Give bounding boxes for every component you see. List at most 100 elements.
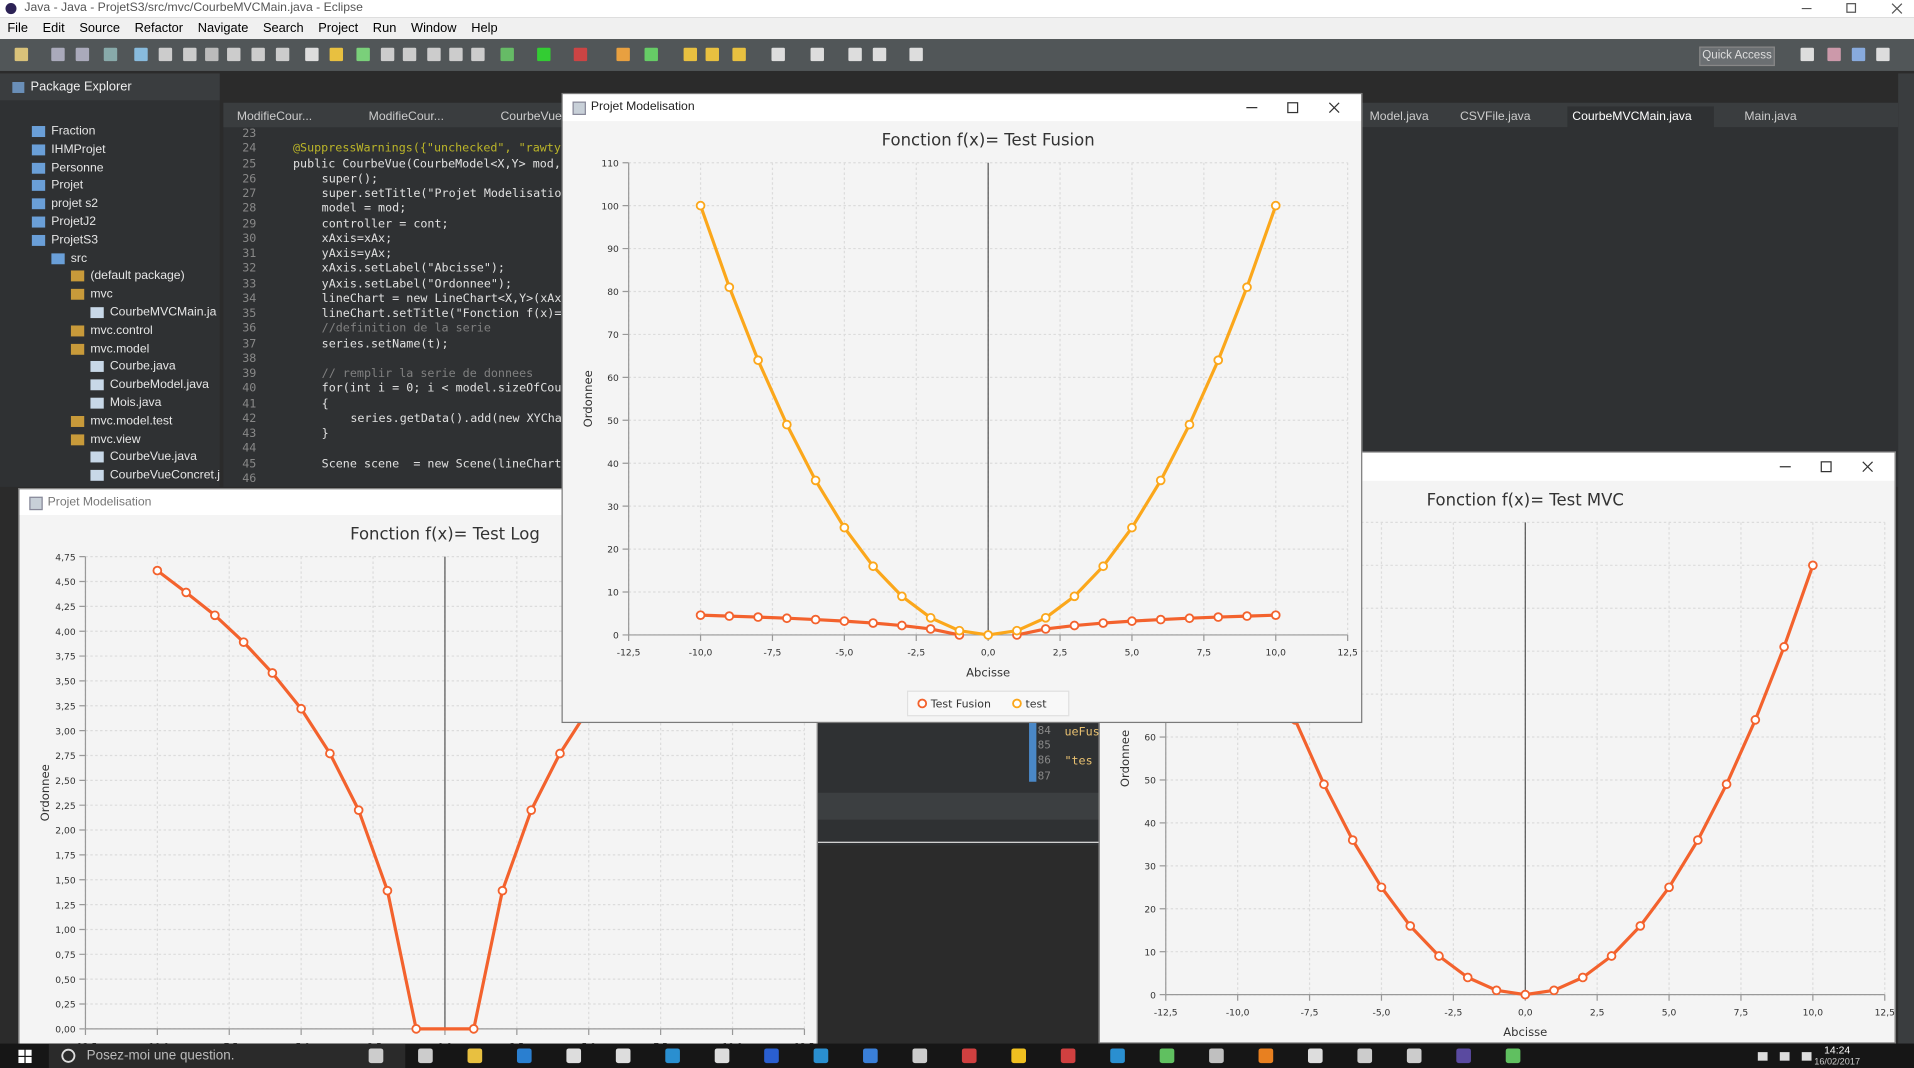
menu-item[interactable]: Run (372, 20, 397, 36)
tree-item[interactable]: Mois.java (109, 396, 162, 410)
taskbar-app[interactable] (813, 1048, 829, 1064)
menu-item[interactable]: Navigate (197, 20, 249, 36)
toolbar-icon[interactable] (848, 47, 862, 62)
menu-item[interactable]: Project (318, 20, 359, 36)
taskbar-app[interactable] (665, 1048, 680, 1064)
toolbar-icon[interactable] (356, 47, 370, 62)
tree-item[interactable]: ProjetS3 (51, 233, 99, 247)
chart-window-controls[interactable] (1227, 94, 1361, 121)
editor-tab[interactable]: Model.java (1365, 106, 1451, 127)
toolbar-icon[interactable] (227, 47, 241, 62)
quick-access[interactable]: Quick Access (1699, 46, 1775, 67)
toolbar-icon[interactable] (158, 47, 173, 62)
taskbar-app[interactable] (368, 1048, 384, 1064)
toolbar-icon[interactable] (683, 47, 698, 62)
tree-item[interactable]: mvc (90, 287, 113, 302)
toolbar-icon[interactable] (909, 47, 923, 62)
toolbar-icon[interactable] (251, 47, 265, 62)
editor-tab[interactable]: CourbeMVCMain.java (1567, 106, 1714, 128)
taskbar-app[interactable] (1209, 1048, 1224, 1064)
toolbar-icon[interactable] (402, 47, 417, 62)
editor-tab[interactable]: Main.java (1739, 106, 1818, 127)
search-box[interactable]: Posez-moi une question. (48, 1043, 406, 1068)
tree-item[interactable]: mvc.model (90, 342, 150, 356)
toolbar-icon[interactable] (134, 47, 148, 62)
toolbar-icon[interactable] (471, 47, 485, 62)
toolbar-icon[interactable] (1800, 47, 1814, 62)
toolbar-icon[interactable] (1876, 47, 1890, 62)
toolbar-icon[interactable] (616, 47, 630, 62)
editor-tab[interactable]: ModifieCour... (364, 106, 466, 127)
toolbar-icon[interactable] (51, 47, 65, 62)
tree-item[interactable]: CourbeMVCMain.ja (109, 305, 217, 320)
tree-item[interactable]: CourbeModel.java (109, 378, 209, 392)
close-button[interactable] (1328, 102, 1340, 113)
taskbar-app[interactable] (1456, 1048, 1471, 1064)
taskbar-app[interactable] (418, 1048, 433, 1064)
toolbar-icon[interactable] (305, 47, 319, 62)
taskbar-app[interactable] (1110, 1048, 1125, 1064)
tree-item[interactable]: (default package) (90, 269, 185, 284)
toolbar-icon[interactable] (537, 47, 551, 62)
tree-item[interactable]: Personne (51, 160, 104, 175)
toolbar-icon[interactable] (75, 47, 90, 62)
toolbar-icon[interactable] (14, 47, 29, 62)
toolbar-icon[interactable] (705, 47, 719, 62)
taskbar-app[interactable] (863, 1048, 878, 1064)
taskbar-app[interactable] (1357, 1048, 1373, 1064)
window-controls[interactable] (1794, 0, 1914, 17)
toolbar-icon[interactable] (380, 47, 395, 62)
toolbar-icon[interactable] (500, 47, 514, 62)
menu-item[interactable]: Edit (42, 20, 65, 36)
taskbar-app[interactable] (912, 1048, 928, 1064)
taskbar-app[interactable] (714, 1048, 730, 1064)
toolbar-icon[interactable] (872, 47, 887, 62)
tree-item[interactable]: src (70, 251, 88, 265)
maximize-button[interactable] (1820, 461, 1832, 473)
taskbar-app[interactable] (1258, 1048, 1274, 1064)
menu-item[interactable]: Window (410, 20, 457, 36)
editor-tab[interactable]: CSVFile.java (1455, 106, 1552, 127)
toolbar-icon[interactable] (449, 47, 463, 62)
toolbar-icon[interactable] (644, 47, 658, 62)
tree-item[interactable]: Courbe.java (109, 360, 176, 374)
toolbar-icon[interactable] (329, 47, 344, 62)
tree-item[interactable]: ProjetJ2 (51, 215, 97, 229)
taskbar-app[interactable] (1011, 1048, 1026, 1064)
toolbar-icon[interactable] (810, 47, 824, 62)
chart-window-controls[interactable] (1760, 453, 1894, 481)
taskbar-app[interactable] (1307, 1048, 1323, 1064)
taskbar-app[interactable] (961, 1048, 977, 1064)
taskbar-app[interactable] (1060, 1048, 1076, 1064)
tree-item[interactable]: mvc.view (90, 432, 141, 447)
toolbar-icon[interactable] (573, 47, 588, 62)
toolbar-icon[interactable] (205, 47, 219, 62)
tree-item[interactable]: CourbeVue.java (109, 450, 197, 465)
tree-item[interactable]: mvc.model.test (90, 414, 173, 428)
toolbar-icon[interactable] (1851, 47, 1866, 62)
tree-item[interactable]: CourbeVueConcret.j (109, 468, 221, 483)
start-button[interactable] (18, 1049, 32, 1064)
tree-item[interactable]: projet s2 (51, 197, 99, 211)
menu-item[interactable]: Refactor (134, 20, 184, 36)
taskbar-app[interactable] (516, 1048, 532, 1064)
editor-tab[interactable]: ModifieCour... (232, 106, 334, 127)
tree-item[interactable]: Fraction (51, 124, 96, 139)
menu-item[interactable]: Search (262, 20, 304, 36)
menu-item[interactable]: Help (471, 20, 498, 36)
maximize-button[interactable] (1287, 102, 1299, 114)
taskbar-app[interactable] (615, 1048, 631, 1064)
tree-item[interactable]: IHMProjet (51, 142, 106, 157)
toolbar-icon[interactable] (427, 47, 441, 62)
taskbar-app[interactable] (467, 1048, 483, 1064)
tree-item[interactable]: Projet (51, 179, 84, 193)
taskbar-app[interactable] (1406, 1048, 1422, 1064)
menu-item[interactable]: Source (79, 20, 120, 36)
tree-item[interactable]: mvc.control (90, 323, 153, 338)
toolbar-icon[interactable] (183, 47, 197, 62)
close-button[interactable] (1862, 461, 1873, 473)
toolbar-icon[interactable] (275, 47, 290, 62)
toolbar-icon[interactable] (771, 47, 785, 62)
taskbar-app[interactable] (566, 1048, 582, 1064)
toolbar-icon[interactable] (732, 47, 746, 62)
